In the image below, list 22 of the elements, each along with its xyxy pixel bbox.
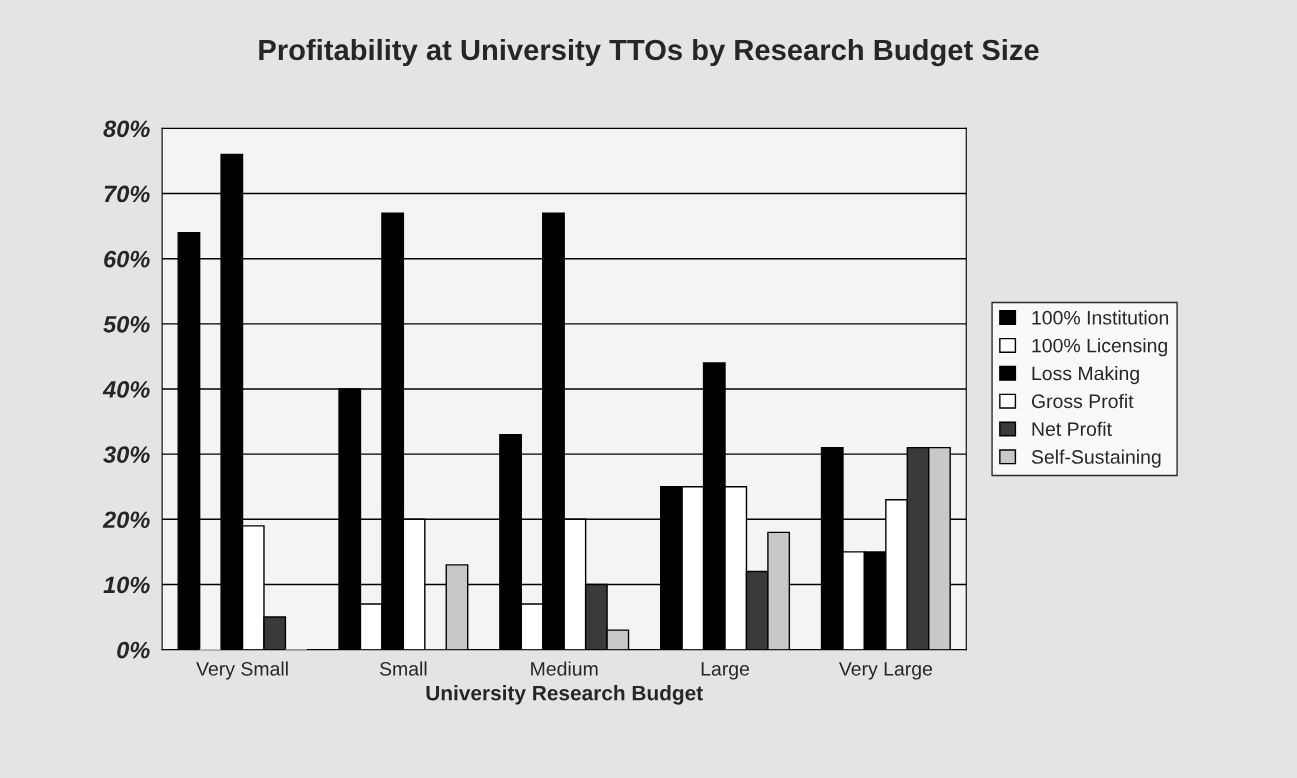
x-tick-label: Very Small <box>196 661 288 680</box>
y-tick-label: 70% <box>104 185 150 203</box>
legend-label: Net Profit <box>1032 421 1112 436</box>
x-tick-label: Small <box>379 661 427 676</box>
y-tick-label: 50% <box>103 315 150 333</box>
chart-title: Profitability at University TTOs by Research Budget Size <box>259 38 1039 67</box>
legend-label: Gross Profit <box>1031 393 1134 409</box>
legend-label: 100% Licensing <box>1032 338 1167 357</box>
legend-label: 100% Institution <box>1032 310 1169 325</box>
x-axis-title: University Research Budget <box>426 685 703 705</box>
y-tick-label: 30% <box>103 446 150 463</box>
y-tick-label: 60% <box>104 250 150 268</box>
x-tick-label: Very Large <box>838 662 933 680</box>
legend-label: Loss Making <box>1032 366 1139 385</box>
y-tick-label: 40% <box>102 381 150 398</box>
x-tick-label: Large <box>701 662 750 680</box>
x-tick-label: Medium <box>531 661 598 676</box>
y-tick-label: 20% <box>102 511 150 529</box>
y-tick-label: 0% <box>117 641 150 659</box>
legend-label: Self-Sustaining <box>1031 449 1161 468</box>
y-tick-label: 80% <box>103 120 150 138</box>
y-tick-label: 10% <box>103 576 150 594</box>
